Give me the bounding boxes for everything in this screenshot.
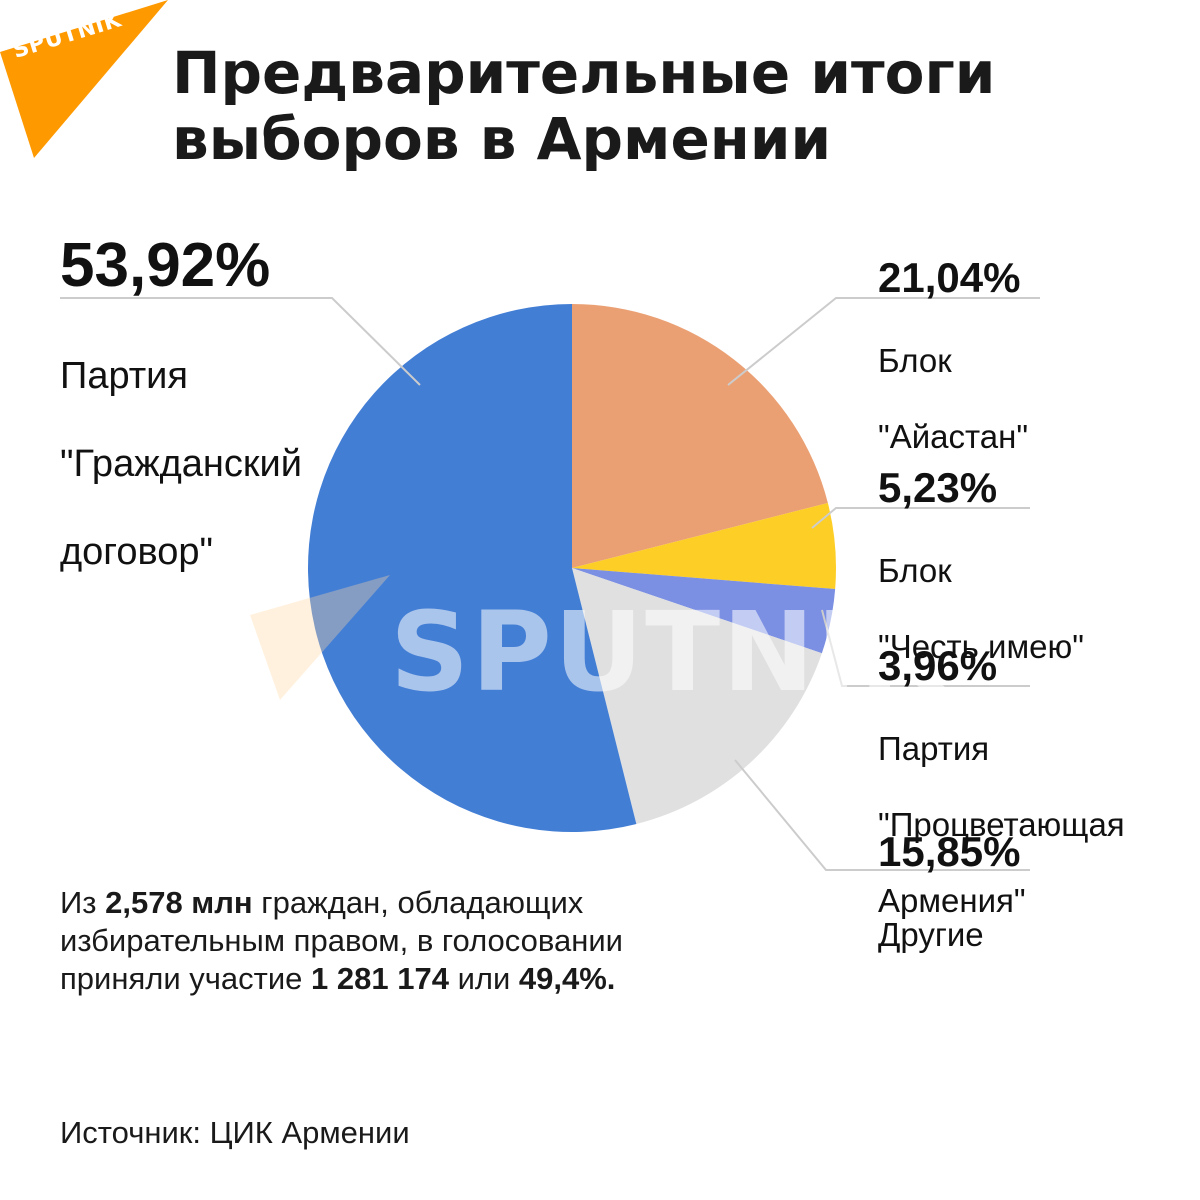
name-label-drugie: Другие — [878, 916, 984, 953]
turnout-note: Из 2,578 млн граждан, обладающих избират… — [60, 885, 623, 996]
name-label-grazhdansky: Партия "Гражданский договор" — [60, 355, 302, 573]
title-line-1: Предварительные итоги — [172, 39, 996, 107]
name-label-ayastan: Блок "Айастан" — [878, 342, 1029, 455]
slice-grazhdansky — [308, 304, 637, 832]
sputnik-logo — [0, 0, 168, 158]
slice-chest — [572, 502, 836, 590]
pct-label-drugie: 15,85% — [878, 828, 1021, 875]
source-credit: Источник: ЦИК Армении — [60, 1115, 410, 1150]
turnout-percent: 49,4%. — [518, 961, 616, 996]
slice-drugie — [572, 568, 822, 825]
pct-label-grazhdansky: 53,92% — [60, 231, 271, 300]
leader-line-chest — [811, 507, 1030, 529]
voted-count: 1 281 174 — [311, 961, 449, 996]
title-line-2: выборов в Армении — [172, 105, 832, 173]
logo-triangle-icon — [0, 0, 168, 158]
leader-line-drugie — [734, 759, 1030, 871]
name-label-procvetayushaya: Партия "Процветающая Армения" — [878, 730, 1125, 919]
watermark-text: SPUTNIK — [390, 588, 947, 716]
leader-line-ayastan — [727, 297, 1040, 386]
pct-label-procvetayushaya: 3,96% — [878, 642, 998, 689]
page-title: Предварительные итоги выборов в Армении — [172, 40, 1172, 172]
name-label-chest: Блок "Честь имею" — [878, 552, 1084, 665]
eligible-voters-count: 2,578 млн — [105, 885, 253, 920]
pct-label-chest: 5,23% — [878, 464, 998, 511]
slice-procvetayushaya — [572, 568, 836, 654]
pct-label-ayastan: 21,04% — [878, 254, 1021, 301]
leader-line-grazhdansky — [60, 297, 421, 386]
watermark-triangle-icon — [250, 575, 390, 700]
leader-line-procvetayushaya — [821, 609, 1030, 687]
slice-ayastan — [572, 304, 828, 568]
